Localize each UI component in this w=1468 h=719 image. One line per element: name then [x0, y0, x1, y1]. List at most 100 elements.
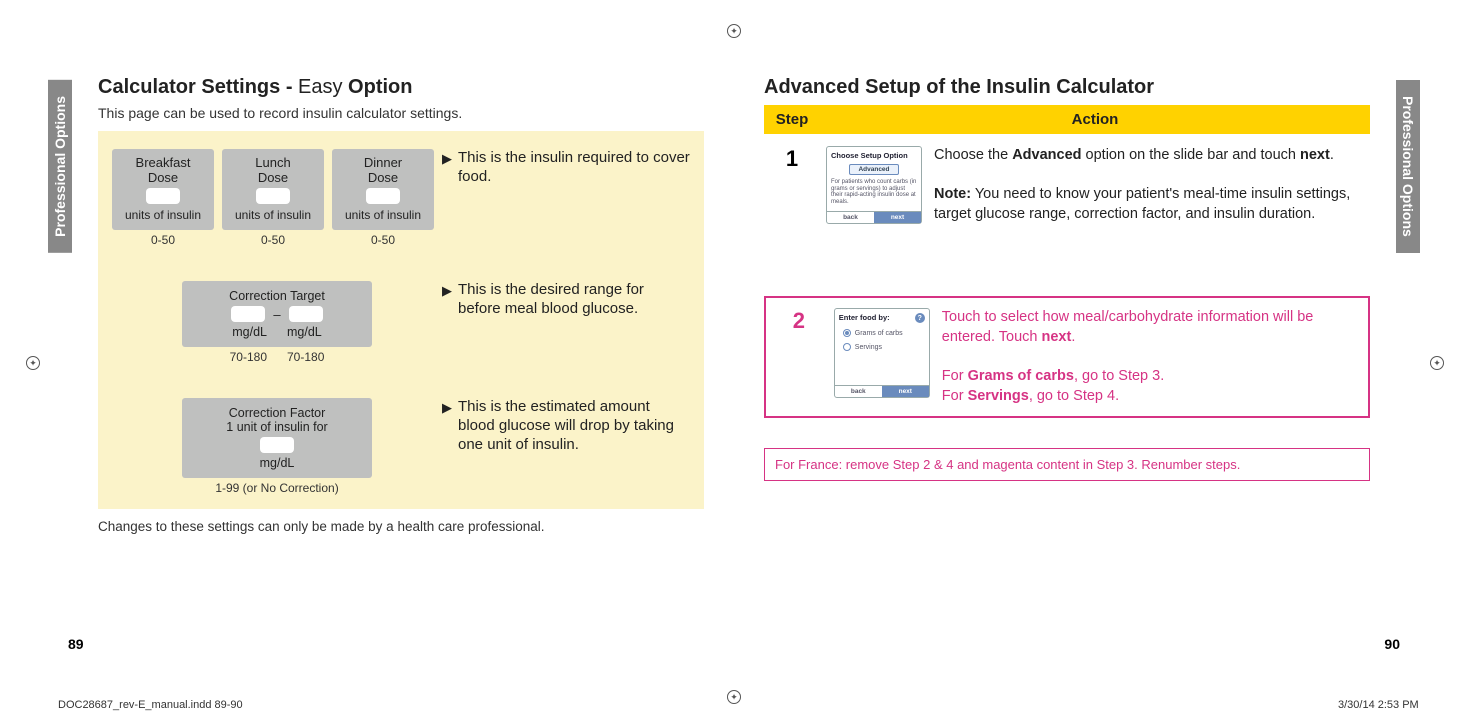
dose-card-dinner: Dinner Dose units of insulin 0-50 — [332, 149, 434, 247]
settings-panel: Breakfast Dose units of insulin 0-50 Lun… — [98, 131, 704, 509]
help-icon: ? — [915, 313, 925, 323]
steps-table: Step Action 1 Choose Setup Option Advanc… — [764, 105, 1370, 236]
t1: Calculator Settings - — [98, 76, 298, 98]
t: Grams of carbs — [968, 368, 1074, 384]
registration-mark: ✦ — [26, 356, 40, 370]
factor-desc: ▶ This is the estimated amount blood glu… — [442, 398, 690, 454]
dose-label: Dinner — [332, 155, 434, 170]
target-dash: – — [273, 307, 280, 322]
side-tab-right: Professional Options — [1396, 80, 1420, 253]
target-fig: Correction Target – mg/dL mg/dL — [112, 281, 442, 364]
t: Choose the — [934, 147, 1012, 163]
t: Servings — [968, 388, 1029, 404]
dose-label2: Dose — [112, 170, 214, 185]
registration-mark: ✦ — [727, 690, 741, 704]
t: . — [1071, 329, 1075, 345]
factor-fig: Correction Factor 1 unit of insulin for … — [112, 398, 442, 495]
radio-on-icon — [843, 329, 851, 337]
step-number: 2 — [776, 308, 822, 334]
t: Touch to select how meal/carbohydrate in… — [942, 309, 1314, 345]
target-card-wrap: Correction Target – mg/dL mg/dL — [182, 281, 372, 364]
u2: mg/dL — [287, 325, 322, 339]
dose-cards: Breakfast Dose units of insulin 0-50 Lun… — [112, 149, 442, 247]
back-button: back — [835, 386, 882, 397]
screen-title: Enter food by: — [839, 313, 890, 322]
dose-unit: units of insulin — [112, 208, 214, 222]
back-button: back — [827, 212, 874, 223]
device-screenshot: Enter food by:? Grams of carbs Servings … — [834, 308, 930, 398]
dose-unit: units of insulin — [332, 208, 434, 222]
t: option on the slide bar and touch — [1082, 147, 1300, 163]
triangle-icon: ▶ — [442, 283, 452, 299]
note-text: You need to know your patient's meal-tim… — [934, 186, 1350, 222]
page-left: Professional Options Calculator Settings… — [48, 46, 734, 654]
t2: Easy — [298, 76, 342, 98]
registration-mark: ✦ — [1430, 356, 1444, 370]
page-title: Calculator Settings - Easy Option — [98, 76, 704, 99]
factor-card-wrap: Correction Factor 1 unit of insulin for … — [182, 398, 372, 495]
u1: mg/dL — [232, 325, 267, 339]
target-title: Correction Target — [182, 289, 372, 303]
dose-desc-text: This is the insulin required to cover fo… — [458, 149, 690, 187]
t: Advanced — [1012, 147, 1081, 163]
t: next — [1041, 329, 1071, 345]
target-field-high[interactable] — [289, 306, 323, 322]
screen-desc: For patients who count carbs (in grams o… — [831, 179, 917, 205]
opt2: Servings — [855, 344, 882, 351]
footnote: Changes to these settings can only be ma… — [98, 519, 704, 534]
t: , go to Step 4. — [1029, 388, 1119, 404]
dose-field[interactable] — [366, 188, 400, 204]
th-action: Action — [820, 105, 1370, 134]
next-button: next — [874, 212, 921, 223]
note-label: Note: — [934, 186, 971, 202]
dose-range: 0-50 — [332, 233, 434, 247]
dose-row: Breakfast Dose units of insulin 0-50 Lun… — [112, 149, 690, 247]
page-right: Professional Options Advanced Setup of t… — [734, 46, 1420, 654]
opt1: Grams of carbs — [855, 330, 903, 337]
next-button: next — [882, 386, 929, 397]
page-number: 90 — [1384, 636, 1400, 652]
side-tab-left: Professional Options — [48, 80, 72, 253]
factor-field[interactable] — [260, 437, 294, 453]
target-row: Correction Target – mg/dL mg/dL — [112, 281, 690, 364]
imprint: DOC28687_rev-E_manual.indd 89-90 3/30/14… — [58, 699, 243, 711]
dose-label2: Dose — [222, 170, 324, 185]
screen-title: Choose Setup Option — [831, 151, 917, 160]
page-title: Advanced Setup of the Insulin Calculator — [764, 76, 1370, 99]
t: For — [942, 368, 968, 384]
factor-title: Correction Factor — [182, 406, 372, 420]
dose-field[interactable] — [256, 188, 290, 204]
factor-desc-text: This is the estimated amount blood gluco… — [458, 398, 690, 454]
th-step: Step — [764, 105, 820, 134]
device-screenshot: Choose Setup Option Advanced For patient… — [826, 146, 922, 224]
imprint-file: DOC28687_rev-E_manual.indd 89-90 — [58, 699, 243, 711]
imprint-timestamp: 3/30/14 2:53 PM — [1338, 699, 1419, 711]
factor-range: 1-99 (or No Correction) — [182, 481, 372, 495]
target-card: Correction Target – mg/dL mg/dL — [182, 281, 372, 347]
step2-text: Touch to select how meal/carbohydrate in… — [942, 308, 1358, 406]
r1: 70-180 — [230, 350, 267, 364]
t: For — [942, 388, 968, 404]
page-subtitle: This page can be used to record insulin … — [98, 105, 704, 121]
advanced-button: Advanced — [849, 164, 898, 175]
target-desc: ▶ This is the desired range for before m… — [442, 281, 690, 319]
dose-label: Lunch — [222, 155, 324, 170]
dose-range: 0-50 — [222, 233, 324, 247]
triangle-icon: ▶ — [442, 151, 452, 167]
step1-body: Choose Setup Option Advanced For patient… — [826, 146, 1364, 224]
dose-unit: units of insulin — [222, 208, 324, 222]
page-number: 89 — [68, 636, 84, 652]
france-note: For France: remove Step 2 & 4 and magent… — [764, 448, 1370, 481]
dose-label2: Dose — [332, 170, 434, 185]
r2: 70-180 — [287, 350, 324, 364]
t: . — [1330, 147, 1334, 163]
dose-label: Breakfast — [112, 155, 214, 170]
t: , go to Step 3. — [1074, 368, 1164, 384]
dose-field[interactable] — [146, 188, 180, 204]
target-field-low[interactable] — [231, 306, 265, 322]
factor-sub: 1 unit of insulin for — [182, 420, 372, 434]
dose-desc: ▶ This is the insulin required to cover … — [442, 149, 690, 187]
table-row: 1 Choose Setup Option Advanced For patie… — [764, 134, 1370, 236]
dose-card-lunch: Lunch Dose units of insulin 0-50 — [222, 149, 324, 247]
factor-unit: mg/dL — [182, 456, 372, 470]
